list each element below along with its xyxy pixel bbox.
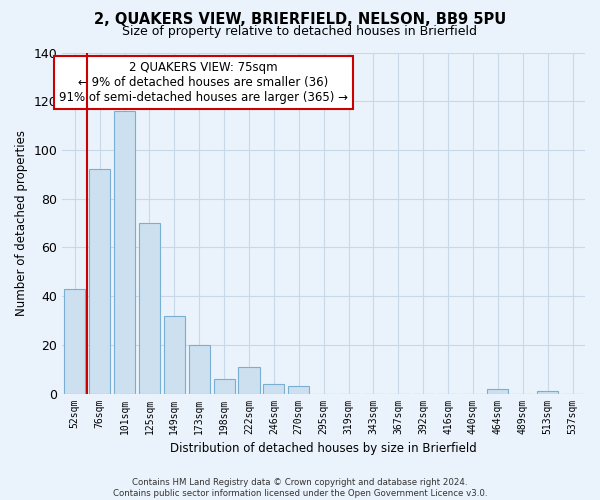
Bar (288, 386, 310, 394)
Bar (89, 170, 110, 394)
Bar (537, 391, 558, 394)
Bar (238, 367, 260, 394)
Bar (487, 388, 508, 394)
Bar (114, 111, 135, 394)
Bar (164, 316, 185, 394)
Bar (188, 345, 210, 394)
Bar (139, 223, 160, 394)
Text: Contains HM Land Registry data © Crown copyright and database right 2024.
Contai: Contains HM Land Registry data © Crown c… (113, 478, 487, 498)
X-axis label: Distribution of detached houses by size in Brierfield: Distribution of detached houses by size … (170, 442, 477, 455)
Bar (263, 384, 284, 394)
Text: 2, QUAKERS VIEW, BRIERFIELD, NELSON, BB9 5PU: 2, QUAKERS VIEW, BRIERFIELD, NELSON, BB9… (94, 12, 506, 28)
Text: 2 QUAKERS VIEW: 75sqm
← 9% of detached houses are smaller (36)
91% of semi-detac: 2 QUAKERS VIEW: 75sqm ← 9% of detached h… (59, 61, 348, 104)
Bar (64, 289, 85, 394)
Y-axis label: Number of detached properties: Number of detached properties (15, 130, 28, 316)
Text: Size of property relative to detached houses in Brierfield: Size of property relative to detached ho… (122, 25, 478, 38)
Bar (214, 379, 235, 394)
